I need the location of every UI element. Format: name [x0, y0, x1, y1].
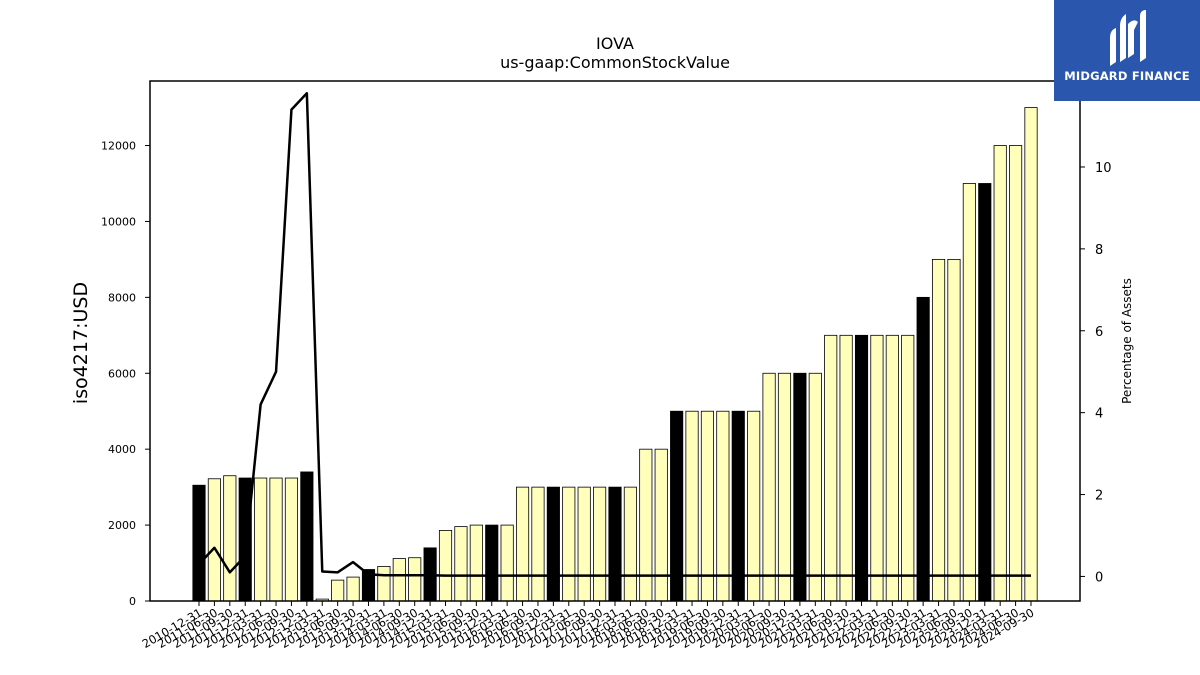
- bar-2019-09-30: [716, 410, 730, 602]
- bar-2011-12-31: [238, 477, 252, 602]
- y2-tick-label: 10: [1095, 161, 1112, 176]
- bar-2013-09-30: [346, 576, 360, 602]
- brand-logo: MIDGARD FINANCE: [1054, 0, 1200, 101]
- bar-2023-12-31: [978, 183, 992, 602]
- bar-2015-09-30: [469, 524, 483, 602]
- y2-axis-label: Percentage of Assets: [1120, 278, 1134, 404]
- bar-2011-09-30: [223, 475, 237, 602]
- y-tick-label: 12000: [101, 140, 136, 153]
- bar-2017-09-30: [593, 486, 607, 602]
- bar-2021-03-31: [808, 372, 822, 602]
- y-tick-label: 8000: [108, 291, 136, 304]
- bar-2023-03-31: [931, 258, 946, 602]
- y2-tick-label: 2: [1095, 489, 1103, 504]
- plot-frame: [149, 80, 1081, 602]
- bar-2017-06-30: [577, 486, 591, 602]
- y2-tick-label: 8: [1095, 243, 1103, 258]
- bar-2022-09-30: [901, 334, 915, 602]
- bar-2020-09-30: [777, 372, 792, 602]
- bar-2023-06-30: [947, 258, 961, 602]
- bar-2024-03-31: [993, 145, 1007, 602]
- bar-2023-09-30: [962, 183, 976, 602]
- bar-2012-09-30: [284, 477, 299, 602]
- bar-2016-12-31: [546, 486, 560, 602]
- bar-2019-06-30: [700, 410, 715, 602]
- y2-tick-label: 4: [1095, 407, 1103, 422]
- y-tick-label: 10000: [101, 215, 136, 228]
- y-tick-label: 2000: [108, 519, 136, 532]
- bar-2020-12-31: [793, 372, 807, 602]
- bar-2020-06-30: [762, 372, 776, 602]
- bar-2015-03-31: [438, 530, 453, 602]
- bar-2021-09-30: [839, 334, 853, 602]
- bar-2010-12-31: [192, 484, 206, 602]
- bar-2012-06-30: [269, 477, 283, 602]
- bar-2018-03-31: [623, 486, 637, 602]
- bar-2018-12-31: [670, 410, 684, 602]
- bar-2011-06-30: [207, 478, 221, 602]
- bar-2022-12-31: [916, 296, 930, 602]
- y-tick-label: 4000: [108, 443, 136, 456]
- bar-2015-06-30: [454, 526, 468, 602]
- bar-2014-09-30: [408, 557, 422, 602]
- bar-2021-12-31: [854, 334, 869, 602]
- bar-2017-12-31: [608, 486, 622, 602]
- bar-2022-03-31: [870, 334, 884, 602]
- bar-2018-09-30: [654, 448, 668, 602]
- bar-2022-06-30: [885, 334, 899, 602]
- bar-2012-12-31: [300, 471, 314, 602]
- percent-of-assets-line: [198, 92, 1031, 577]
- bar-2024-06-30: [1009, 145, 1023, 602]
- bar-2014-06-30: [392, 558, 406, 602]
- chart-subtitle: us-gaap:CommonStockValue: [500, 53, 730, 72]
- brand-name: MIDGARD FINANCE: [1064, 69, 1190, 83]
- ticks-layer: 02000400060008000100001200002468102010-1…: [101, 140, 1112, 651]
- y-tick-label: 0: [129, 595, 136, 608]
- bar-2014-03-31: [377, 566, 391, 602]
- bar-2013-06-30: [331, 579, 345, 602]
- bar-2020-03-31: [747, 410, 761, 602]
- chart-title: IOVA: [596, 34, 634, 53]
- bar-2016-03-31: [500, 524, 514, 602]
- y-axis-label: iso4217:USD: [70, 282, 92, 404]
- bar-2017-03-31: [562, 486, 576, 602]
- bar-2018-06-30: [639, 448, 653, 602]
- bar-2015-12-31: [485, 524, 499, 602]
- line-layer: [198, 92, 1031, 577]
- bar-2012-03-31: [254, 477, 268, 602]
- bar-2016-06-30: [515, 486, 530, 602]
- y-tick-label: 6000: [108, 367, 136, 380]
- bar-2016-09-30: [531, 486, 545, 602]
- bar-2021-06-30: [824, 334, 838, 602]
- y2-tick-label: 0: [1095, 570, 1103, 585]
- bar-2019-03-31: [685, 410, 699, 602]
- bar-2024-09-30: [1024, 107, 1038, 602]
- midgard-logo-icon: [1110, 10, 1146, 66]
- bars-layer: [192, 107, 1038, 602]
- y2-tick-label: 6: [1095, 325, 1103, 340]
- bar-2019-12-31: [731, 410, 745, 602]
